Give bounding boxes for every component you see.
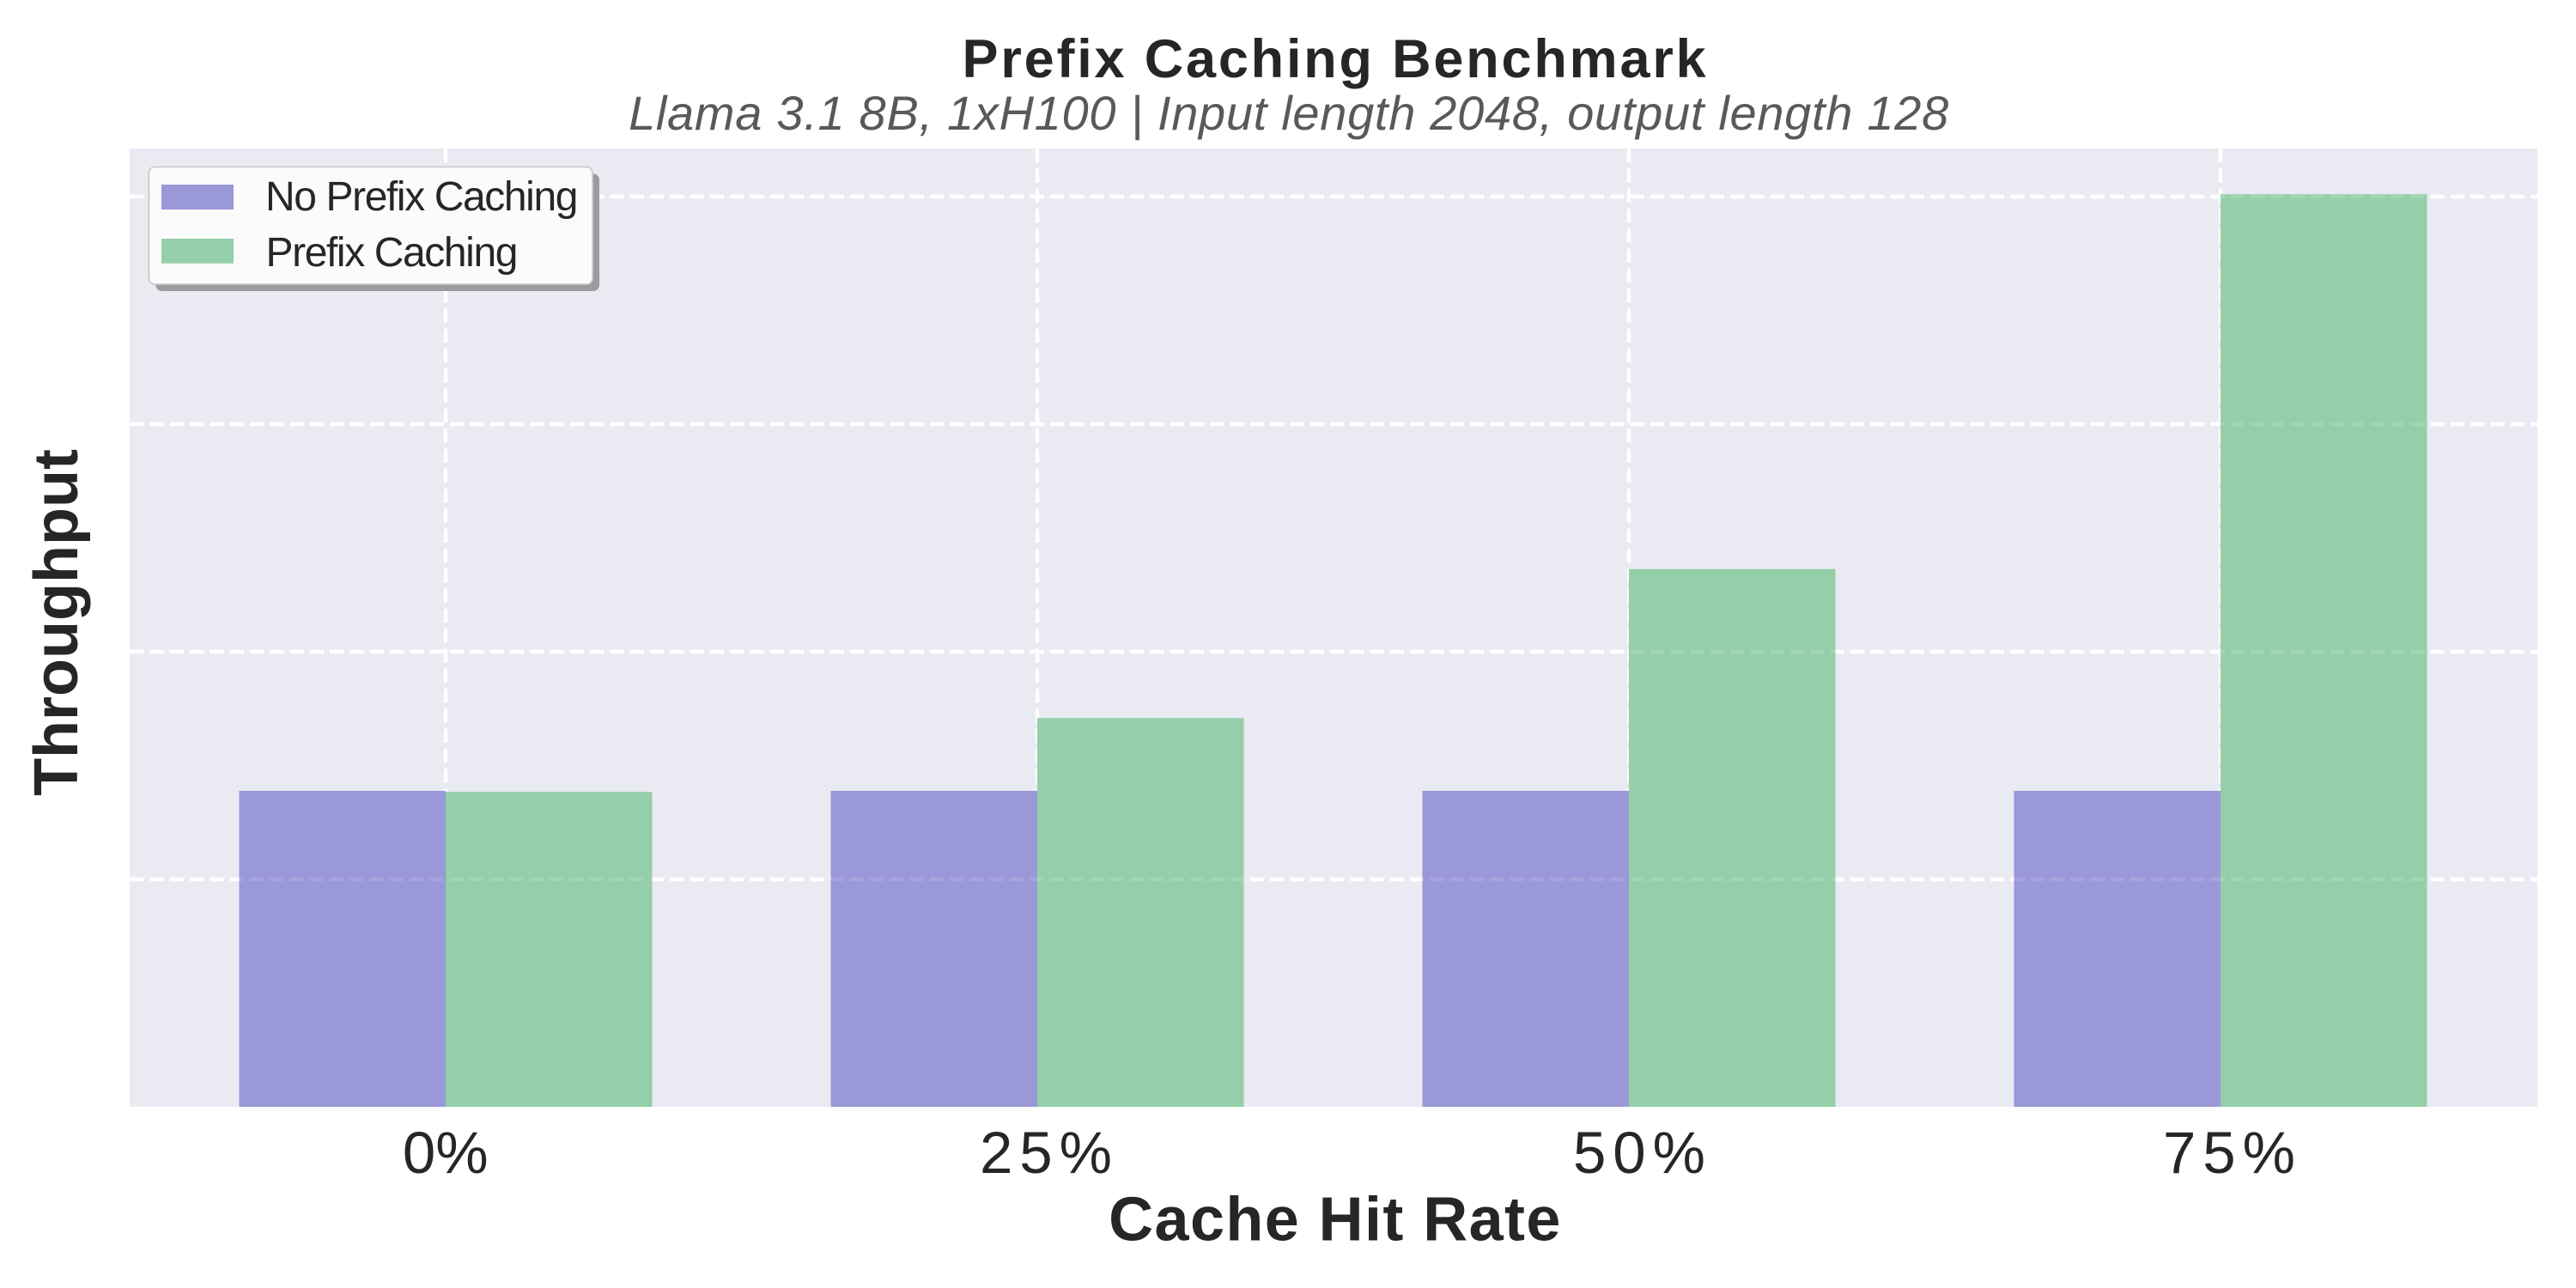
svg-text:Prefix Caching: Prefix Caching — [266, 230, 518, 276]
svg-text:0%: 0% — [403, 1120, 489, 1186]
svg-text:25%: 25% — [980, 1120, 1119, 1186]
svg-text:No Prefix Caching: No Prefix Caching — [265, 174, 577, 220]
svg-text:Cache Hit Rate: Cache Hit Rate — [1109, 1185, 1562, 1254]
svg-text:Llama 3.1 8B, 1xH100 | Input l: Llama 3.1 8B, 1xH100 | Input length 2048… — [629, 86, 1949, 141]
svg-text:Prefix Caching Benchmark: Prefix Caching Benchmark — [963, 29, 1709, 89]
svg-text:75%: 75% — [2163, 1120, 2302, 1186]
svg-text:50%: 50% — [1573, 1120, 1712, 1186]
svg-text:Throughput: Throughput — [22, 449, 91, 796]
